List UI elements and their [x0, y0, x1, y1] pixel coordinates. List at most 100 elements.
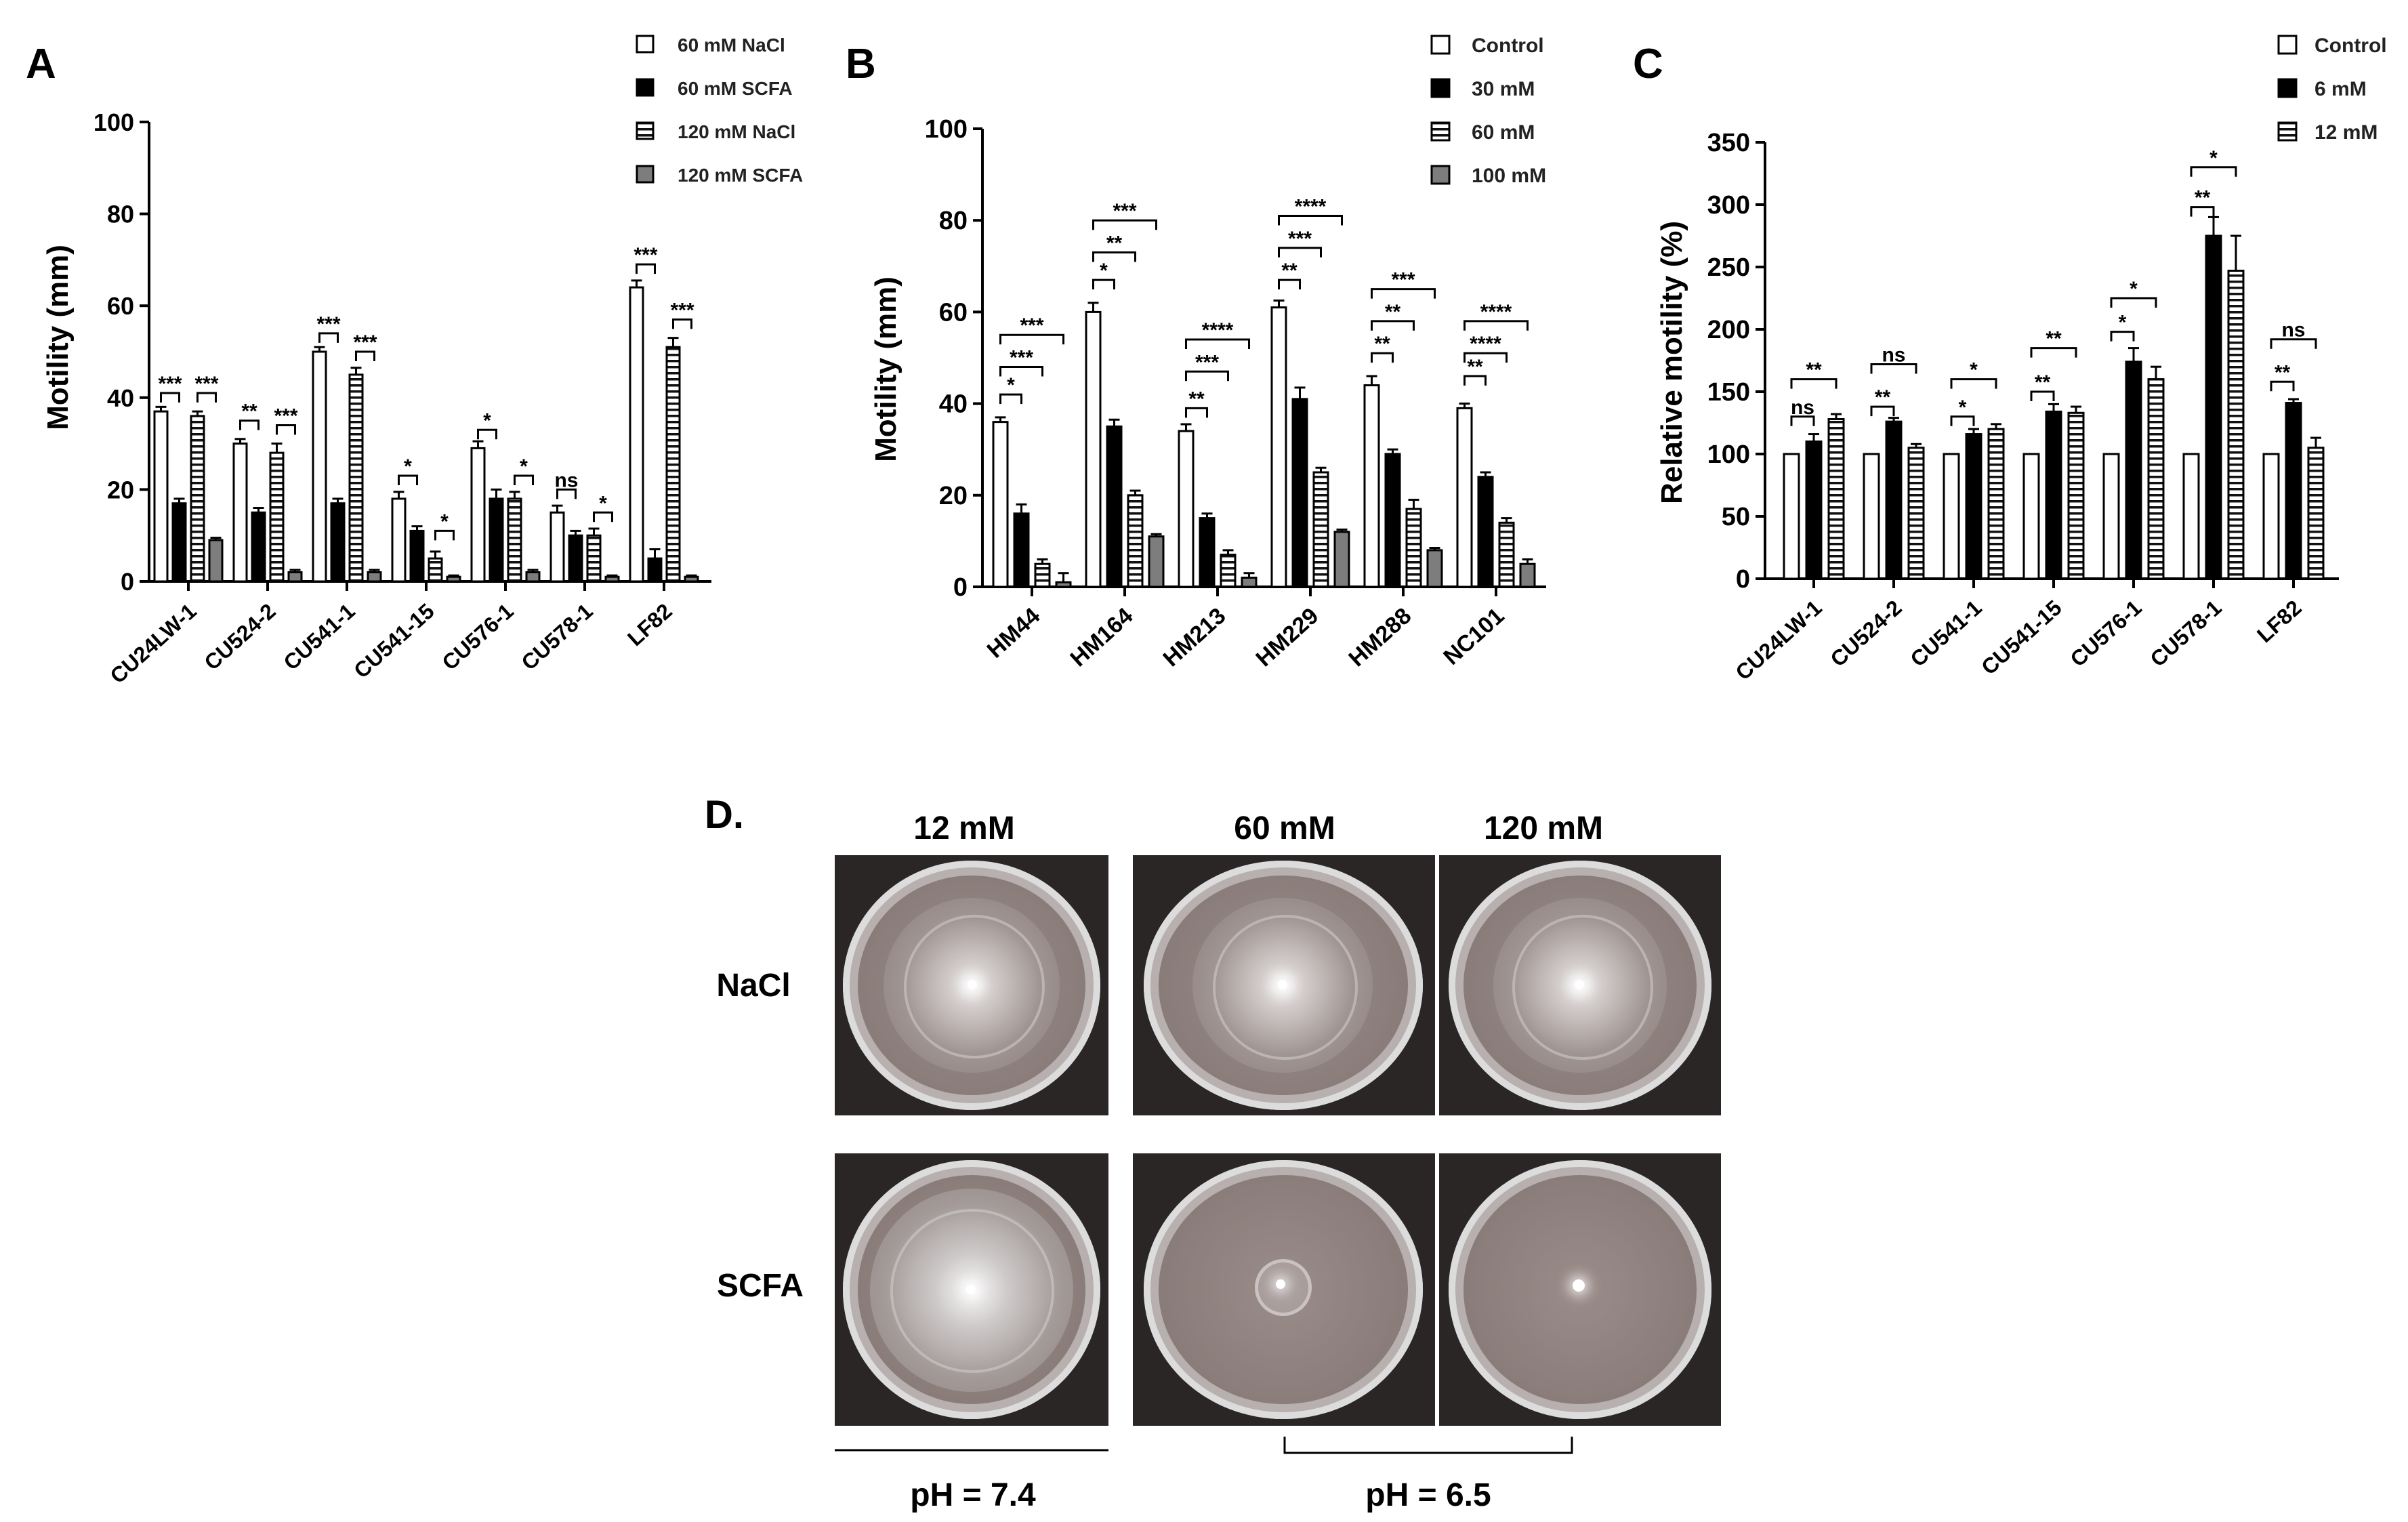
- chart-b-significance-label: **: [1188, 388, 1205, 410]
- chart-c-significance-label: *: [1970, 359, 1978, 382]
- chart-c-ytick-label: 300: [1707, 191, 1750, 220]
- chart-b-significance-bracket: [1092, 219, 1157, 230]
- chart-a-significance-bracket: [556, 488, 577, 499]
- chart-c-significance-bracket: [2110, 297, 2157, 308]
- col-label-60mm: 60 mM: [1234, 810, 1335, 846]
- chart-b-significance-bracket: [1278, 214, 1343, 226]
- chart-b-legend: Control 30 mM 60 mM 100 mM: [1430, 35, 1546, 187]
- chart-a-significance-bracket: [318, 332, 339, 343]
- chart-c-significance-label: **: [2035, 371, 2051, 394]
- chart-b-ytick-label: 80: [939, 207, 968, 235]
- chart-c-significance-label: **: [2275, 361, 2291, 384]
- chart-a-legend-swatch-1: [636, 78, 655, 97]
- chart-a-significance-label: *: [404, 455, 412, 478]
- chart-c-significance-label: *: [2209, 147, 2218, 169]
- chart-c-significance-bracket: [1790, 415, 1815, 426]
- panel-label-b: B: [846, 41, 876, 87]
- chart-b-significance-bracket: [1185, 338, 1250, 349]
- chart-c-legend-label-0: Control: [2314, 35, 2387, 57]
- chart-a-ytick-label: 100: [94, 108, 134, 136]
- chart-b-significance-label: *: [1100, 260, 1108, 282]
- plate-scfa-60mm: [1133, 1153, 1435, 1426]
- chart-c-bar: [2182, 453, 2200, 580]
- chart-a-significance-bracket: [355, 350, 375, 361]
- chart-b-legend-swatch-3: [1430, 165, 1451, 185]
- chart-a-significance-label: *: [440, 510, 449, 533]
- plate-nacl-12mm: [835, 855, 1108, 1115]
- chart-c-significance-bracket: [1950, 378, 1997, 389]
- dot: [966, 1285, 976, 1294]
- dot: [1573, 1279, 1585, 1292]
- chart-c-bar: [2022, 453, 2040, 580]
- chart-c-legend-label-2: 12 mM: [2314, 121, 2378, 144]
- chart-c-bar: [1863, 453, 1880, 580]
- chart-b-ylabel: Motility (mm): [869, 276, 902, 462]
- chart-a-significance-bracket: [196, 392, 217, 403]
- chart-b-significance-bracket: [1278, 247, 1322, 258]
- chart-c-significance-bracket: [1870, 363, 1917, 374]
- chart-b-ytick-label: 60: [939, 298, 968, 327]
- chart-a-significance-bracket: [514, 474, 534, 486]
- col-label-120mm: 120 mM: [1484, 810, 1603, 846]
- dot: [1278, 980, 1287, 989]
- chart-a-legend-swatch-2: [636, 121, 655, 140]
- chart-c-significance-label: **: [1806, 359, 1822, 382]
- chart-a-ytick-label: 0: [121, 568, 134, 596]
- chart-c-ytick-label: 350: [1707, 129, 1750, 157]
- panel-label-c: C: [1633, 41, 1663, 87]
- chart-b-significance-label: ****: [1480, 301, 1512, 323]
- chart-c-significance-label: **: [2046, 328, 2062, 350]
- chart-c-significance-bracket: [2270, 338, 2317, 349]
- chart-b-significance-bracket: [1092, 279, 1115, 290]
- ring: [1512, 915, 1653, 1060]
- panel-label-a: A: [26, 41, 56, 87]
- chart-a-significance-bracket: [160, 392, 180, 403]
- chart-b-significance-label: ***: [1391, 269, 1415, 291]
- chart-a-significance-bracket: [434, 529, 455, 541]
- chart-c-legend: Control 6 mM 12 mM: [2277, 35, 2387, 144]
- chart-b-significance-label: **: [1385, 301, 1401, 323]
- ph-left-label: pH = 7.4: [910, 1477, 1036, 1513]
- row-label-scfa: SCFA: [717, 1268, 804, 1304]
- chart-b-significance-label: ****: [1295, 195, 1327, 218]
- plate-scfa-12mm: [835, 1153, 1108, 1426]
- chart-a-significance-bracket: [398, 474, 418, 486]
- row-label-nacl: NaCl: [716, 968, 790, 1004]
- chart-c-significance-label: ns: [1882, 344, 1905, 367]
- chart-a-significance-bracket: [672, 318, 692, 329]
- chart-a-significance-bracket: [276, 424, 296, 435]
- chart-b-significance-label: **: [1374, 333, 1390, 355]
- chart-c-legend-swatch-1: [2277, 78, 2298, 98]
- chart-b-significance-label: **: [1467, 356, 1483, 378]
- chart-c-significance-bracket: [2270, 380, 2295, 392]
- ring: [904, 915, 1045, 1058]
- chart-b-ytick-label: 40: [939, 390, 968, 419]
- chart-a-legend-label-0: 60 mM NaCl: [678, 35, 785, 56]
- chart-a-significance-label: ns: [554, 469, 578, 491]
- chart-c-bar: [1943, 453, 1960, 580]
- chart-c-ytick-label: 200: [1707, 316, 1750, 344]
- chart-a-significance-label: **: [241, 400, 257, 423]
- chart-c-ytick-label: 100: [1707, 440, 1750, 469]
- chart-a-legend-swatch-3: [636, 165, 655, 184]
- plate-scfa-120mm: [1439, 1153, 1721, 1426]
- chart-a-significance-label: ***: [316, 313, 340, 335]
- chart-c-significance-bracket: [2190, 206, 2215, 217]
- chart-a-significance-label: *: [599, 492, 607, 514]
- chart-c-legend-swatch-0: [2277, 35, 2298, 55]
- chart-b-significance-bracket: [1464, 375, 1487, 386]
- chart-a-legend-label-1: 60 mM SCFA: [678, 78, 793, 99]
- chart-b-legend-label-2: 60 mM: [1472, 121, 1535, 144]
- chart-a-legend-label-2: 120 mM NaCl: [678, 121, 795, 142]
- chart-c-ytick-label: 0: [1736, 565, 1750, 594]
- dot: [1575, 980, 1584, 989]
- chart-b-ytick-label: 20: [939, 482, 968, 510]
- dot: [1276, 1279, 1285, 1289]
- chart-a-ytick-label: 60: [107, 292, 134, 320]
- chart-a-significance-label: *: [483, 409, 491, 432]
- chart-c-significance-bracket: [1870, 405, 1895, 417]
- chart-b-significance-label: ***: [1020, 314, 1043, 337]
- ring: [1213, 915, 1358, 1060]
- chart-b-significance-bracket: [999, 393, 1022, 405]
